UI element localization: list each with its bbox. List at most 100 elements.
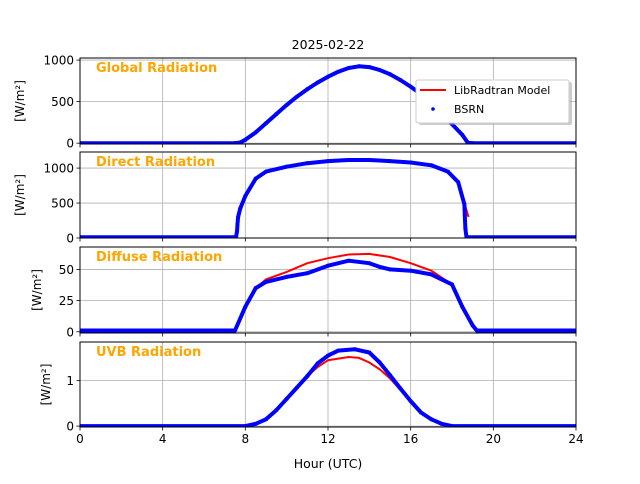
bsrn-point [388,267,392,272]
bsrn-point [253,421,258,426]
axes-frame [79,151,577,239]
bsrn-point [243,424,248,427]
bsrn-point [429,163,434,168]
bsrn-point [346,258,351,263]
panel-label: Direct Radiation [96,155,215,170]
bsrn-point [305,374,310,379]
bsrn-point [408,160,413,165]
bsrn-point [460,304,465,309]
legend-model-label: LibRadtran Model [454,84,550,97]
bsrn-point [450,424,454,427]
bsrn-point [233,141,237,144]
y-tick-label: 1 [66,374,74,388]
bsrn-point [284,164,289,169]
bsrn-point [264,121,268,126]
y-tick-label: 0 [66,325,74,339]
bsrn-point [470,141,475,144]
bsrn-point [419,410,423,415]
bsrn-point [284,102,289,107]
bsrn-point [243,137,248,142]
y-tick-label: 0 [66,232,74,246]
bsrn-point [243,194,248,199]
x-tick-label: 8 [242,432,250,446]
x-tick-label: 24 [568,432,583,446]
panel-label: Global Radiation [96,61,217,76]
axes-frame [79,57,577,145]
bsrn-point [470,323,475,328]
x-tick-label: 16 [403,432,418,446]
bsrn-point [234,235,239,238]
bsrn-point [439,421,444,426]
bsrn-point [377,360,382,365]
bsrn-point [274,112,279,117]
bsrn-point [388,373,392,378]
x-tick-label: 20 [486,432,501,446]
bsrn-point [264,169,268,174]
bsrn-point [346,158,351,163]
bsrn-point [243,304,248,309]
x-tick-label: 12 [320,432,335,446]
bsrn-point [367,65,372,70]
bsrn-point [295,94,299,99]
bsrn-point [235,229,240,234]
bsrn-point [456,180,461,185]
bsrn-point [235,222,240,227]
bsrn-point [377,264,382,269]
bsrn-point [238,206,243,211]
chart-title: 2025-02-22 [292,37,365,52]
bsrn-point [367,261,372,266]
bsrn-point [326,74,330,79]
panel-diffuse-radiation: 0 25 50 [W/m²] Diffuse Radiation [30,246,577,339]
axes-frame [79,341,577,428]
bsrn-point [253,286,258,291]
bsrn-point [352,347,357,352]
legend-bsrn-swatch [431,107,435,111]
y-tick-label: 50 [59,263,74,277]
bsrn-point [326,353,330,358]
bsrn-point [429,417,434,422]
bsrn-point [305,161,310,166]
y-axis-label: [W/m²] [13,174,27,216]
bsrn-point [315,361,320,366]
bsrn-point [305,87,310,92]
panel-uvb-radiation: 0 4 8 12 16 20 24 0 1 [W/m²] UVB Radiation [39,341,584,446]
bsrn-point [388,159,392,164]
bsrn-point [463,226,468,231]
bsrn-point [284,396,289,401]
bsrn-point [264,417,268,422]
bsrn-point [408,399,413,404]
bsrn-point [377,68,382,73]
bsrn-point [274,408,279,413]
bsrn-point [305,271,310,276]
bsrn-point [465,140,470,144]
bsrn-point [367,158,372,163]
y-tick-label: 0 [66,137,74,151]
x-tick-label: 4 [159,432,167,446]
series-group [80,158,576,238]
bsrn-point [264,279,268,284]
bsrn-point [346,65,351,70]
bsrn-point [460,132,465,137]
y-tick-label: 25 [59,294,74,308]
bsrn-point [398,78,403,83]
bsrn-point [284,274,289,279]
bsrn-point [357,64,361,69]
bsrn-point [429,272,434,277]
x-axis-label: Hour (UTC) [294,456,363,471]
series-group [80,252,576,333]
legend-bsrn-label: BSRN [454,103,484,116]
bsrn-point [295,385,299,390]
bsrn-point [236,215,241,220]
bsrn-point [326,159,330,164]
bsrn-point [238,140,243,144]
legend: LibRadtran Model BSRN [415,79,572,125]
bsrn-trace [80,347,576,427]
y-axis-label: [W/m²] [39,364,53,406]
bsrn-point [315,80,320,85]
bsrn-point [464,235,469,238]
panel-label: UVB Radiation [96,345,201,360]
y-tick-label: 500 [51,95,74,109]
y-axis-label: [W/m²] [13,80,27,122]
y-tick-label: 1000 [43,162,74,176]
bsrn-point [336,69,341,74]
